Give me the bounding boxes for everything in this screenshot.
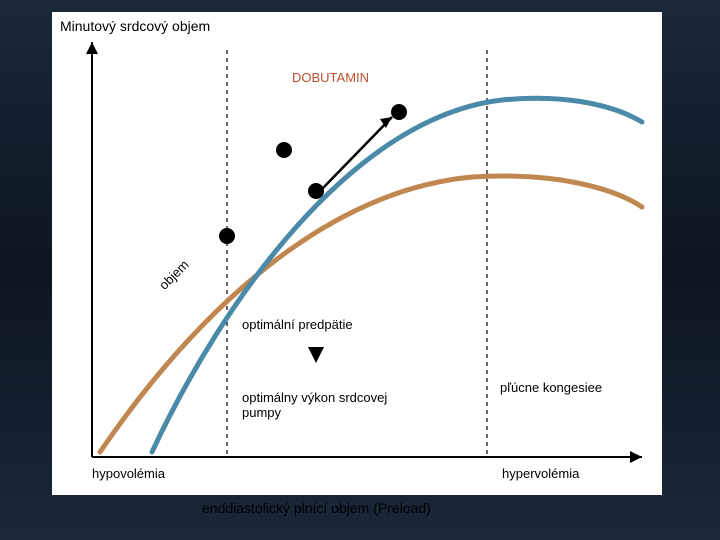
slide-background: Minutový srdcový objem objem DOBUTAMIN o… [0, 0, 720, 540]
hypovolemia-label: hypovolémia [92, 466, 165, 481]
down-arrow-icon [308, 347, 324, 363]
hypervolemia-label: hypervolémia [502, 466, 579, 481]
chart-title: Minutový srdcový objem [60, 18, 210, 34]
optimal-output-label: optimálny výkon srdcovejpumpy [242, 390, 387, 420]
x-axis-title: enddiastolický plnící objem (Preload) [202, 500, 431, 516]
chart-panel: Minutový srdcový objem objem DOBUTAMIN o… [52, 12, 662, 495]
dobutamin-label: DOBUTAMIN [292, 70, 369, 85]
congestion-label: pľúcne kongesiee [500, 380, 602, 395]
optimal-preload-label: optimální predpätie [242, 317, 353, 332]
